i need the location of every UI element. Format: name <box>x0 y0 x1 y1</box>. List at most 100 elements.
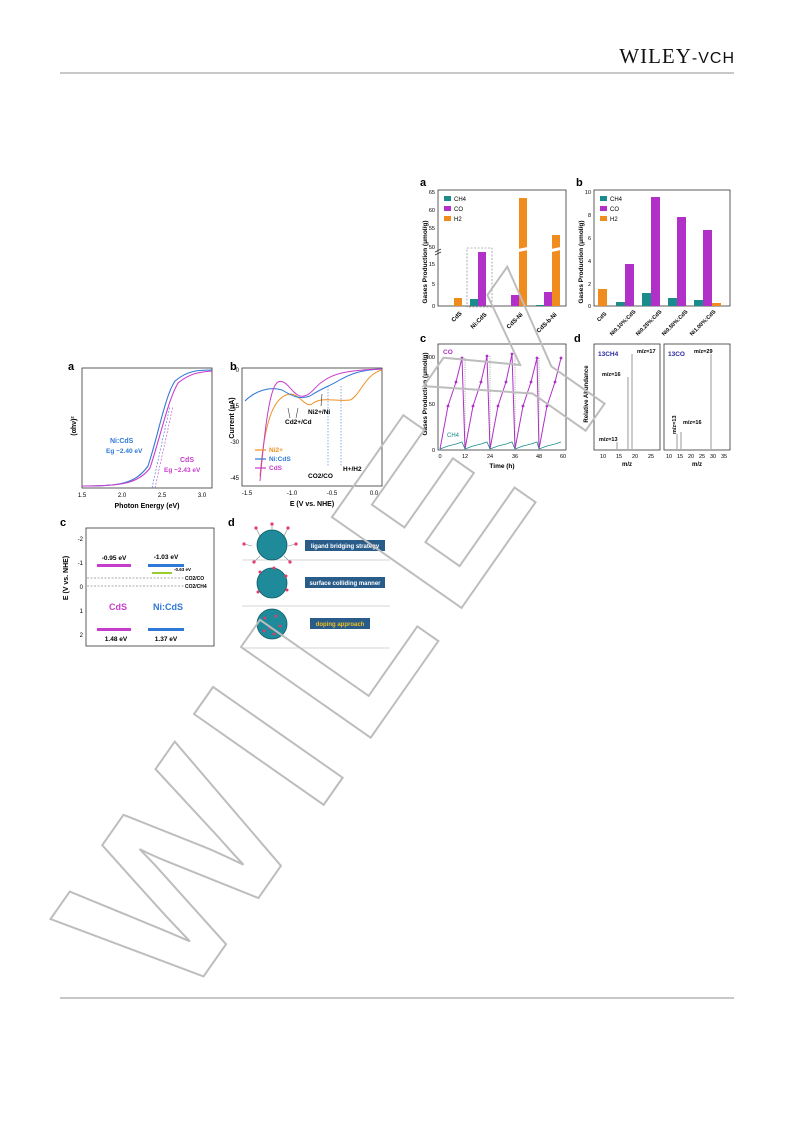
label-box-ligand <box>305 540 385 551</box>
tick-label: 0 <box>80 585 84 591</box>
annotation-h2: H+/H2 <box>343 466 362 473</box>
plot-frame <box>593 189 731 307</box>
peak-label: m/z=29 <box>694 349 713 355</box>
bar-ni010-co <box>625 264 634 306</box>
tick-label: 2.0 <box>118 493 127 499</box>
nicds-cb-level <box>148 564 184 567</box>
cds-curve <box>81 370 213 487</box>
figure-right: a Gases Production (μmol/g) 65 60 55 50 … <box>420 177 731 470</box>
tick-label: 10 <box>585 190 591 196</box>
label-box-surface <box>305 577 385 588</box>
y-axis-label: Gases Production (μmol/g) <box>422 220 429 303</box>
tick-label: -1.5 <box>242 491 253 497</box>
small-level <box>152 572 172 574</box>
legend-label: Ni:CdS <box>269 456 291 463</box>
bar-ni100-co <box>703 230 712 306</box>
figure-left: a (αhν)² Ni:CdS Eg ~2.40 eV CdS Eg ~2.43… <box>60 361 390 649</box>
co2-ch4-label: CO2/CH4 <box>185 584 207 590</box>
label-doping: doping approach <box>316 622 365 628</box>
bar-ni025-ch4 <box>642 293 651 306</box>
nicds-vb-value: 1.37 eV <box>155 636 178 643</box>
axis-break <box>434 248 442 253</box>
right-panel-c: c Gases Production (μmol/g) 100 50 0 0 1… <box>420 333 567 470</box>
nicds-curve <box>81 369 213 487</box>
label-eg-nicds: Eg ~2.40 eV <box>106 448 143 455</box>
tick-label: 1 <box>80 609 84 615</box>
tick-label: 25 <box>648 454 654 460</box>
legend-swatch-h2 <box>600 216 607 221</box>
category-label: Ni0.50%:CdS <box>661 309 689 337</box>
panel-letter: c <box>60 517 66 529</box>
peak-label: m/z=16 <box>683 420 702 426</box>
left-panel-d: d ligand bridging strategy <box>228 517 390 649</box>
tick-label: 20 <box>632 454 638 460</box>
highlight-box <box>466 247 493 308</box>
logo-vch: -VCH <box>691 50 735 67</box>
series-label-co: CO <box>443 349 453 356</box>
y-axis-label: Relative Abundance <box>584 365 590 423</box>
tick-label: 10 <box>666 454 672 460</box>
publisher-logo: WILEY-VCH <box>619 44 735 69</box>
bar-cdsbni-ch4 <box>536 305 544 306</box>
tick-label: 60 <box>429 208 435 214</box>
nicds-vb-level <box>148 628 184 631</box>
ni2plus-curve <box>259 369 383 477</box>
panel-letter: b <box>576 177 583 189</box>
plot-frame <box>437 343 567 451</box>
bar-ni050-ch4 <box>668 298 677 306</box>
tick-label: 24 <box>487 454 493 460</box>
legend-label: H2 <box>610 217 618 223</box>
cds-name: CdS <box>109 602 127 612</box>
ch4-series-line <box>439 441 562 450</box>
label-ligand: ligand bridging strategy <box>311 544 380 550</box>
right-panel-a: a Gases Production (μmol/g) 65 60 55 50 … <box>420 177 567 334</box>
tick-label: 2 <box>80 633 84 639</box>
tick-label: 0 <box>432 304 435 310</box>
label-box-doping <box>310 618 370 629</box>
panel-title-13ch4: 13CH4 <box>598 351 619 358</box>
legend-swatch-ch4 <box>444 196 451 201</box>
annotation-co2: CO2/CO <box>308 473 333 480</box>
tick-label: -2 <box>78 537 84 543</box>
tick-label: 65 <box>429 190 435 196</box>
panel-letter: d <box>228 517 235 529</box>
bar-cds-h2 <box>454 298 462 306</box>
peak-label: m/z=16 <box>602 372 621 378</box>
series-label-ch4: CH4 <box>447 433 460 439</box>
label-surface: surface colliding manner <box>309 581 381 587</box>
left-panel-a: a (αhν)² Ni:CdS Eg ~2.40 eV CdS Eg ~2.43… <box>68 361 213 510</box>
tick-label: 30 <box>710 454 716 460</box>
tick-label: 50 <box>429 402 435 408</box>
arrow <box>287 407 291 419</box>
bar-nicds-co <box>478 252 486 306</box>
tick-label: 48 <box>536 454 542 460</box>
bar-ni100-ch4 <box>694 300 703 306</box>
panel-letter: d <box>574 333 581 345</box>
tick-label: 0 <box>438 454 441 460</box>
bar-cdsbni-h2 <box>552 235 560 306</box>
tick-label: -0.5 <box>327 491 338 497</box>
tick-label: 15 <box>616 454 622 460</box>
x-axis-label: E (V vs. NHE) <box>290 501 334 508</box>
label-eg-cds: Eg ~2.43 eV <box>164 467 201 474</box>
tick-label: -15 <box>230 404 239 410</box>
category-label: Ni:CdS <box>470 312 488 330</box>
tick-label: 15 <box>429 262 435 268</box>
co-series-line <box>439 353 562 450</box>
label-cds: CdS <box>180 457 194 464</box>
nanoparticle-doped <box>256 608 288 640</box>
small-level-value: -0.63 eV <box>174 567 191 572</box>
category-label: CdS <box>451 311 464 324</box>
nicds-cb-value: -1.03 eV <box>154 554 179 561</box>
cds-vb-level <box>97 628 131 631</box>
peak-label: m/z=13 <box>599 437 618 443</box>
tick-label: 6 <box>588 236 591 242</box>
tick-label: 0 <box>588 304 591 310</box>
tick-label: 0 <box>432 448 435 454</box>
cycle-separators <box>464 354 540 449</box>
bar-ni100-h2 <box>712 303 721 306</box>
label-nicds: Ni:CdS <box>110 438 134 445</box>
plot-frame <box>81 367 213 489</box>
bar-break <box>515 246 531 253</box>
panel-letter: b <box>230 361 237 373</box>
